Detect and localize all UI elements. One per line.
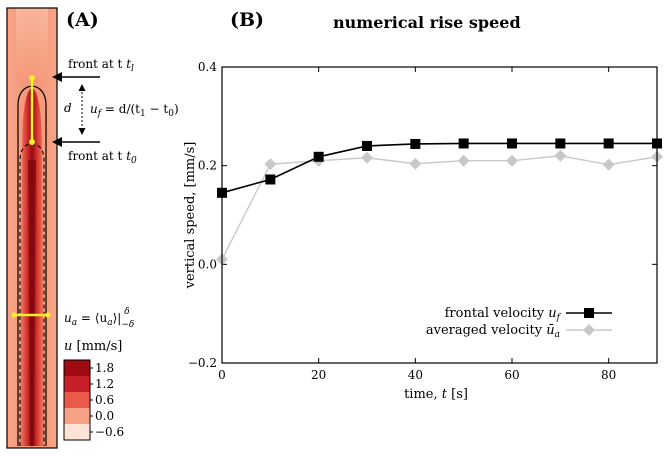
y-axis-ticks: −0.2 0.0 0.2 0.4 xyxy=(188,60,657,370)
frontal-velocity-point xyxy=(507,138,517,149)
frontal-velocity-point xyxy=(265,174,276,185)
frontal-velocity-point xyxy=(555,138,566,149)
averaged-velocity-point xyxy=(554,149,567,162)
x-tick-label: 80 xyxy=(601,368,616,382)
panel-b-label: (B) xyxy=(230,9,264,31)
front-t1-arrow xyxy=(52,72,100,82)
colorbar-swatch xyxy=(64,408,90,424)
x-axis-ticks: 0 20 40 60 80 xyxy=(218,67,616,382)
front-t0-label: front at t t0 xyxy=(68,149,137,166)
colorbar-tick-label: 1.2 xyxy=(95,377,114,391)
frontal-velocity-point xyxy=(458,138,469,149)
averaged-velocity-point xyxy=(506,154,518,167)
field-frame xyxy=(6,7,58,449)
distance-arrow xyxy=(78,84,86,135)
colorbar-swatches: 1.8 1.2 0.6 0.0 −0.6 xyxy=(63,359,124,441)
series-line-averaged xyxy=(221,155,658,260)
averaged-velocity-formula: ua = ⟨ua⟩|−δδ xyxy=(64,307,134,330)
colorbar: u [mm/s] 1.8 1.2 0.6 0.0 −0.6 xyxy=(63,339,124,441)
chart-title: numerical rise speed xyxy=(333,13,521,32)
frontal-velocity-point xyxy=(362,140,372,151)
y-tick-label: 0.4 xyxy=(198,60,217,74)
legend-label: frontal velocity uf xyxy=(445,306,562,323)
y-tick-label: −0.2 xyxy=(188,356,217,370)
simulation-field xyxy=(6,7,58,449)
panel-a: (A) xyxy=(6,7,179,449)
averaged-velocity-point xyxy=(602,158,615,171)
x-tick-label: 0 xyxy=(218,368,226,382)
y-axis-label: vertical speed, [mm/s] xyxy=(183,142,198,290)
colorbar-swatch xyxy=(64,376,90,392)
averaged-velocity-point xyxy=(409,157,422,170)
legend-label: averaged velocity ūa xyxy=(426,323,560,340)
colorbar-tick-label: 0.0 xyxy=(95,409,114,423)
distance-label: d xyxy=(64,101,72,115)
colorbar-swatch xyxy=(64,360,90,376)
x-tick-label: 40 xyxy=(408,368,423,382)
front-t1-point xyxy=(29,75,35,81)
legend-marker-square xyxy=(584,308,594,318)
frontal-velocity-point xyxy=(410,138,421,149)
colorbar-tick-label: −0.6 xyxy=(95,425,124,439)
y-tick-label: 0.2 xyxy=(198,159,217,173)
x-axis-label: time, t [s] xyxy=(404,387,468,402)
plot-area: 0 20 40 60 80 −0.2 0.0 0.2 0.4 xyxy=(188,60,663,382)
averaged-velocity-point xyxy=(264,158,277,171)
colorbar-swatch xyxy=(64,424,90,440)
legend-marker-diamond xyxy=(583,324,595,336)
front-t0-point xyxy=(29,139,35,145)
averaged-velocity-point xyxy=(361,151,373,164)
frontal-velocity-point xyxy=(603,138,614,149)
frontal-velocity-point xyxy=(313,151,324,162)
colorbar-title: u [mm/s] xyxy=(64,339,122,354)
average-right-point xyxy=(45,312,51,318)
y-tick-label: 0.0 xyxy=(198,257,217,271)
averaged-velocity-point xyxy=(457,154,470,167)
colorbar-swatch xyxy=(64,392,90,408)
field-upper-plume xyxy=(16,8,48,78)
frontal-velocity-formula: uf = d/(t1 − t0) xyxy=(90,102,179,119)
front-t1-label: front at t tl xyxy=(68,57,134,74)
panel-a-label: (A) xyxy=(66,9,99,31)
x-tick-label: 20 xyxy=(311,368,326,382)
front-t0-arrow xyxy=(52,137,100,147)
x-tick-label: 60 xyxy=(504,368,519,382)
panel-b: (B) numerical rise speed 0 20 40 60 80 −0.20… xyxy=(183,9,663,402)
plot-frame xyxy=(221,66,658,364)
average-left-point xyxy=(11,312,17,318)
jet-center xyxy=(28,160,36,446)
colorbar-tick-label: 0.6 xyxy=(95,393,114,407)
series-group xyxy=(216,138,663,266)
series-line-frontal xyxy=(221,142,657,194)
colorbar-tick-label: 1.8 xyxy=(95,361,114,375)
